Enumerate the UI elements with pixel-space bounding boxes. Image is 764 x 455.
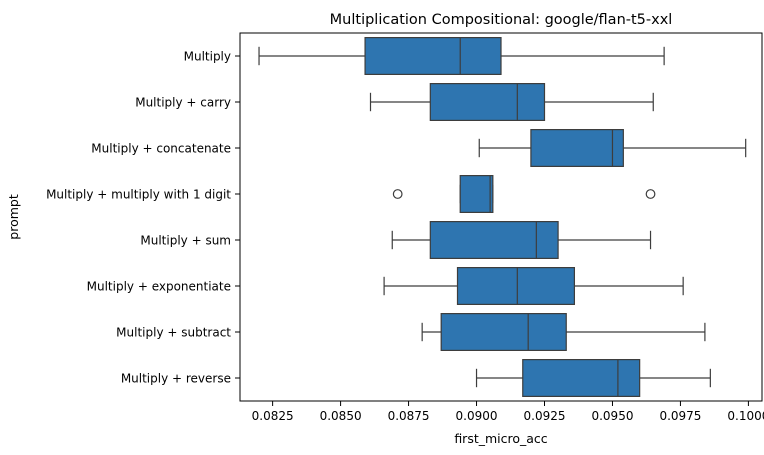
outlier-point — [645, 189, 656, 199]
x-tick-label: 0.0900 — [456, 409, 498, 423]
box-iqr — [522, 359, 641, 398]
box-iqr — [364, 36, 502, 75]
y-tick-label: Multiply — [184, 50, 231, 64]
x-tick-label: 0.0825 — [252, 409, 294, 423]
outlier-point — [392, 189, 403, 199]
y-tick-label: Multiply + carry — [135, 96, 231, 110]
x-tick-label: 0.1000 — [727, 409, 764, 423]
x-tick-label: 0.0875 — [388, 409, 430, 423]
x-tick-label: 0.0850 — [320, 409, 362, 423]
y-axis-ticks: Multiply Multiply + carry Multiply + conca… — [46, 50, 240, 386]
chart-title: Multiplication Compositional: google/fla… — [330, 12, 673, 28]
y-axis-label: prompt — [6, 194, 21, 240]
x-tick-label: 0.0925 — [524, 409, 566, 423]
box-iqr — [456, 267, 576, 306]
x-axis-label: first_micro_acc — [454, 431, 547, 446]
box-iqr — [459, 175, 494, 214]
x-tick-label: 0.0950 — [591, 409, 633, 423]
x-tick-label: 0.0975 — [659, 409, 701, 423]
box-iqr — [429, 82, 546, 121]
box-iqr — [530, 129, 624, 168]
y-tick-label: Multiply + exponentiate — [87, 280, 231, 294]
y-tick-label: Multiply + subtract — [116, 326, 231, 340]
x-axis-ticks: 0.0825 0.0850 0.0875 0.0900 0.0925 0.0950 0.09… — [252, 401, 764, 423]
plot-frame — [239, 32, 763, 402]
box-iqr — [440, 313, 567, 352]
box-iqr — [429, 221, 559, 260]
y-tick-label: Multiply + reverse — [121, 372, 231, 386]
y-tick-label: Multiply + multiply with 1 digit — [46, 188, 231, 202]
y-tick-label: Multiply + sum — [140, 234, 231, 248]
y-tick-label: Multiply + concatenate — [91, 142, 231, 156]
plot-area — [239, 32, 763, 402]
